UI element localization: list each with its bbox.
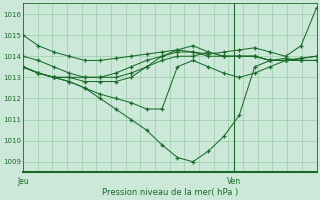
X-axis label: Pression niveau de la mer( hPa ): Pression niveau de la mer( hPa ) [101,188,238,197]
